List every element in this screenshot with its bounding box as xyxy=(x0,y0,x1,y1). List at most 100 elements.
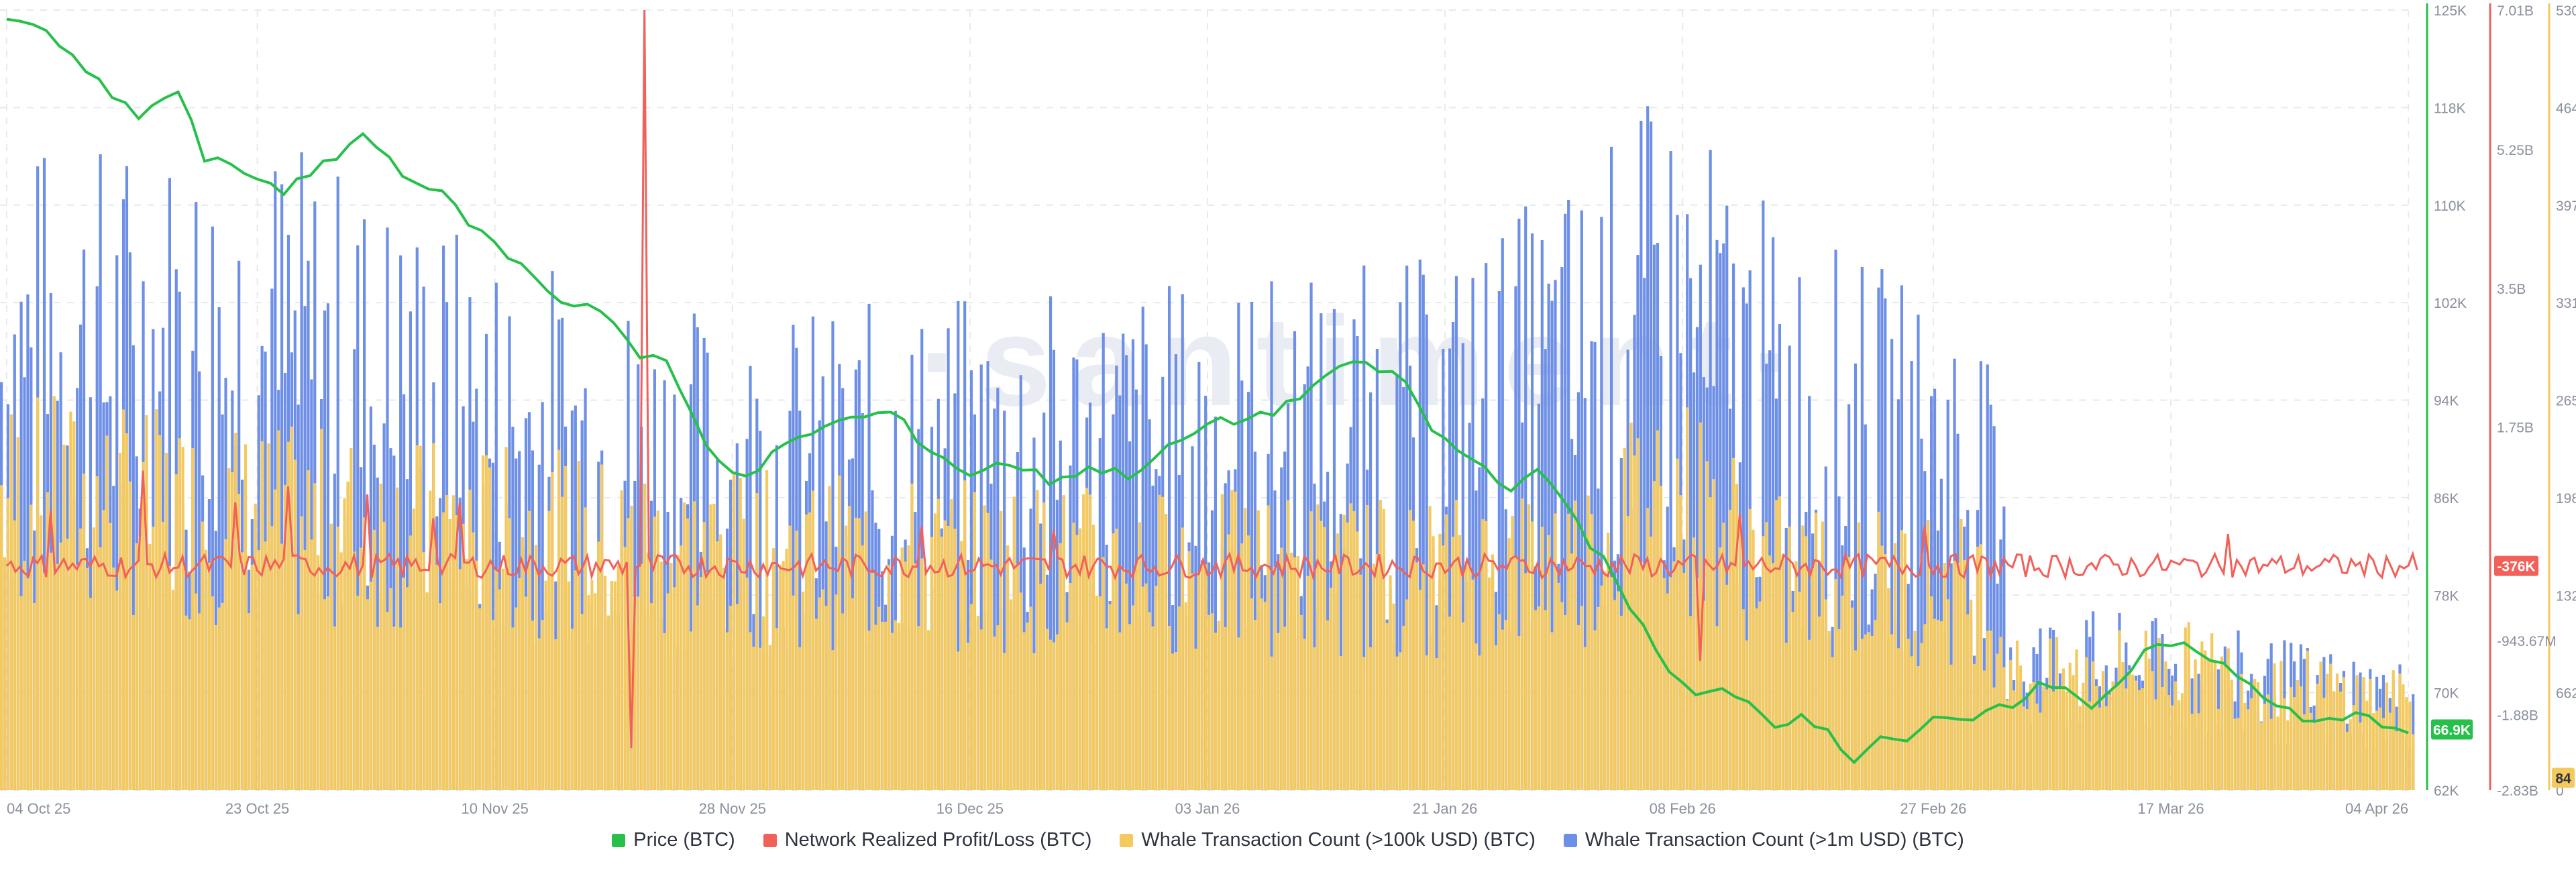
whale-100k-bar xyxy=(606,615,610,790)
whale-1m-bar xyxy=(386,227,389,790)
whale-100k-bar xyxy=(2094,686,2098,790)
whale-100k-bar xyxy=(2022,706,2025,790)
whale-100k-bar xyxy=(917,626,920,790)
whale-100k-bar xyxy=(353,551,356,790)
whale-100k-bar xyxy=(1695,578,1699,790)
legend-label-nrpl: Network Realized Profit/Loss (BTC) xyxy=(784,829,1092,851)
whale-100k-bar xyxy=(1471,580,1474,790)
whale-100k-bar xyxy=(425,592,429,790)
whale-100k-bar xyxy=(1316,504,1320,790)
whale-100k-bar xyxy=(524,596,528,790)
whale-100k-bar xyxy=(1019,592,1022,790)
whale-100k-bar xyxy=(2312,722,2316,790)
whale-100k-bar xyxy=(1805,536,1808,790)
whale-100k-bar xyxy=(1299,614,1303,790)
whale-100k-bar xyxy=(92,527,95,790)
whale-1m-bar xyxy=(2269,643,2273,790)
whale-100k-bar xyxy=(462,523,465,790)
whale-100k-bar xyxy=(1385,622,1389,790)
whale-100k-bar xyxy=(2216,708,2220,790)
whale-100k-bar xyxy=(1059,543,1062,790)
whale-100k-bar xyxy=(2075,649,2078,790)
whale-100k-bar xyxy=(544,580,547,790)
whale-100k-bar xyxy=(527,510,531,790)
whale-100k-bar xyxy=(2388,712,2392,790)
whale-100k-bar xyxy=(594,593,597,790)
whale-1m-bar xyxy=(969,370,973,790)
price-axis-tick: 125K xyxy=(2434,3,2467,19)
whale-100k-bar xyxy=(2240,673,2243,790)
whale-100k-bar xyxy=(1504,620,1507,790)
whale-100k-bar xyxy=(1214,633,1218,790)
whale-100k-bar xyxy=(2180,693,2184,790)
whale-100k-bar xyxy=(1125,583,1128,790)
whale-100k-bar xyxy=(881,622,884,790)
whale-1m-bar xyxy=(798,411,802,790)
whale-100k-bar xyxy=(1461,622,1464,790)
whale-100k-bar xyxy=(2243,702,2247,790)
whale-1m-bar xyxy=(775,445,778,790)
whale-100k-bar xyxy=(838,475,841,790)
whale-100k-bar xyxy=(986,512,989,790)
whale-100k-bar xyxy=(808,512,812,790)
whale-100k-bar xyxy=(412,508,415,790)
whale-100k-bar xyxy=(554,639,557,790)
whale-100k-bar xyxy=(1332,557,1336,790)
whale-100k-bar xyxy=(2233,718,2237,790)
legend-item-whale-100k[interactable]: Whale Transaction Count (>100k USD) (BTC… xyxy=(1120,829,1536,851)
whale-100k-bar xyxy=(2266,694,2269,790)
whale-100k-bar xyxy=(587,595,590,790)
whale-100k-bar xyxy=(1570,553,1574,790)
whale-100k-bar xyxy=(613,581,616,790)
whale-100k-bar xyxy=(577,461,580,790)
legend-item-nrpl[interactable]: Network Realized Profit/Loss (BTC) xyxy=(763,829,1092,851)
whale-100k-bar xyxy=(1705,461,1709,790)
whale-100k-bar xyxy=(1402,625,1405,790)
whale-100k-bar xyxy=(9,414,13,790)
whale-1m-bar xyxy=(867,303,871,790)
whale-100k-bar xyxy=(399,627,402,790)
whale-100k-bar xyxy=(13,520,16,790)
whale-100k-bar xyxy=(429,490,432,790)
whale-100k-bar xyxy=(2269,718,2273,790)
whale-100k-bar xyxy=(712,504,716,790)
whale-100k-bar xyxy=(1765,522,1768,790)
whale-100k-bar xyxy=(336,527,339,790)
legend-item-whale-1m[interactable]: Whale Transaction Count (>1m USD) (BTC) xyxy=(1563,829,1964,851)
whale-100k-bar xyxy=(254,503,257,790)
whale-100k-bar xyxy=(633,597,637,790)
whale-100k-bar xyxy=(1155,586,1158,790)
whale-100k-bar xyxy=(802,592,805,790)
whale-100k-bar xyxy=(864,511,867,790)
whale-1m-bar xyxy=(195,202,198,790)
whale-100k-bar xyxy=(82,473,86,790)
whale-100k-bar xyxy=(2412,734,2415,790)
whale-100k-bar xyxy=(1851,607,1854,790)
whale-100k-bar xyxy=(814,618,818,790)
whale-100k-bar xyxy=(966,642,970,790)
whale-100k-bar xyxy=(1834,579,1837,790)
whale-100k-bar xyxy=(735,604,739,790)
whale-100k-bar xyxy=(1122,568,1125,790)
whale-100k-bar xyxy=(610,581,614,790)
whale-100k-bar xyxy=(445,494,449,790)
whale-100k-bar xyxy=(1913,631,1917,790)
whale-100k-bar xyxy=(3,557,7,790)
whale-100k-bar xyxy=(1346,522,1349,790)
whale-100k-bar xyxy=(184,615,188,790)
whale-100k-bar xyxy=(630,505,633,790)
legend-item-price[interactable]: Price (BTC) xyxy=(612,829,735,851)
whale-100k-bar xyxy=(1405,599,1409,790)
nrpl-axis-tick: 5.25B xyxy=(2497,143,2534,158)
whale-100k-bar xyxy=(620,490,623,790)
whale-100k-bar xyxy=(2190,713,2194,790)
whale-1m-bar xyxy=(326,303,330,791)
x-tick-label: 04 Apr 26 xyxy=(2345,800,2408,817)
whale-100k-bar xyxy=(1012,496,1016,790)
whale-100k-bar xyxy=(333,626,336,790)
whale-100k-bar xyxy=(1731,457,1735,790)
whale-100k-bar xyxy=(23,560,26,790)
whale-100k-bar xyxy=(1689,616,1693,790)
whale-100k-bar xyxy=(597,541,600,790)
